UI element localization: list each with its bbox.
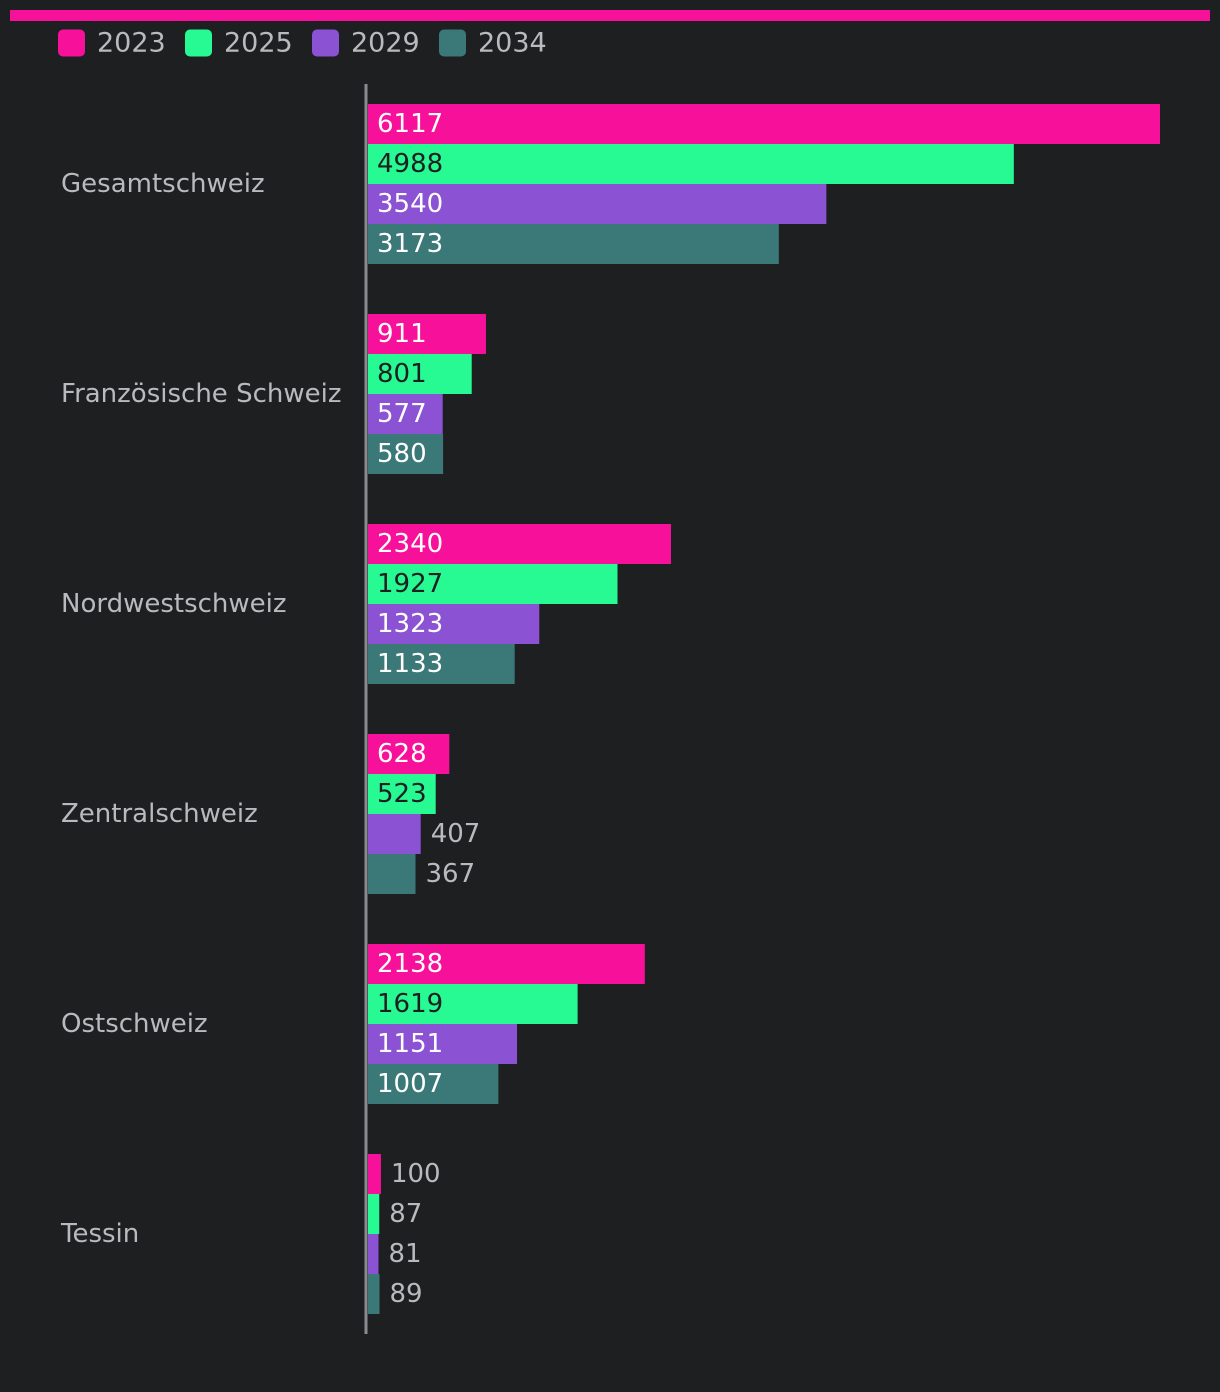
bar-ostschweiz-2034 xyxy=(368,1064,499,1104)
bar-label-zentralschweiz-2023: 628 xyxy=(377,739,427,769)
bar-label-zentralschweiz-2025: 523 xyxy=(377,779,427,809)
bar-label-ostschweiz-2034: 1007 xyxy=(377,1069,443,1099)
bar-zentralschweiz-2025 xyxy=(368,774,436,814)
bar-zentralschweiz-2029 xyxy=(368,814,421,854)
bar-nordwestschweiz-2034 xyxy=(368,644,515,684)
category-label-nordwestschweiz: Nordwestschweiz xyxy=(61,589,287,619)
bar-label-gesamtschweiz-2025: 4988 xyxy=(377,149,443,179)
legend-swatch xyxy=(439,29,466,57)
bar-label-zentralschweiz-2034: 367 xyxy=(426,859,476,889)
bar-franzosische-schweiz-2023 xyxy=(368,314,486,354)
bar-franzosische-schweiz-2029 xyxy=(368,394,443,434)
bar-gesamtschweiz-2025 xyxy=(368,144,1014,184)
legend-item-2029: 2029 xyxy=(312,28,420,59)
bar-label-ostschweiz-2023: 2138 xyxy=(377,949,443,979)
bar-zentralschweiz-2023 xyxy=(368,734,450,774)
bar-label-tessin-2034: 89 xyxy=(390,1279,423,1309)
bar-label-tessin-2025: 87 xyxy=(389,1199,422,1229)
bar-gesamtschweiz-2029 xyxy=(368,184,827,224)
category-label-franzosische-schweiz: Französische Schweiz xyxy=(61,379,341,409)
bar-gesamtschweiz-2023 xyxy=(368,104,1160,144)
bars xyxy=(368,104,1160,1314)
bar-tessin-2025 xyxy=(368,1194,380,1234)
bar-label-franzosische-schweiz-2034: 580 xyxy=(377,439,427,469)
bar-franzosische-schweiz-2034 xyxy=(368,434,444,474)
bar-tessin-2029 xyxy=(368,1234,379,1274)
bar-tessin-2023 xyxy=(368,1154,381,1194)
bar-ostschweiz-2025 xyxy=(368,984,578,1024)
legend-swatch xyxy=(185,29,212,57)
legend-swatch xyxy=(312,29,339,57)
legend-swatch xyxy=(58,29,85,57)
category-label-zentralschweiz: Zentralschweiz xyxy=(61,799,258,829)
bar-label-nordwestschweiz-2034: 1133 xyxy=(377,649,443,679)
bar-label-ostschweiz-2029: 1151 xyxy=(377,1029,443,1059)
bar-label-franzosische-schweiz-2025: 801 xyxy=(377,359,427,389)
bar-label-tessin-2023: 100 xyxy=(391,1159,441,1189)
legend-item-2034: 2034 xyxy=(439,28,547,59)
legend-label: 2029 xyxy=(351,28,420,59)
bar-gesamtschweiz-2034 xyxy=(368,224,779,264)
bar-label-nordwestschweiz-2025: 1927 xyxy=(377,569,443,599)
category-label-gesamtschweiz: Gesamtschweiz xyxy=(61,169,265,199)
bar-label-nordwestschweiz-2023: 2340 xyxy=(377,529,443,559)
bar-label-franzosische-schweiz-2023: 911 xyxy=(377,319,427,349)
category-label-tessin: Tessin xyxy=(60,1219,139,1249)
bar-zentralschweiz-2034 xyxy=(368,854,416,894)
bar-label-gesamtschweiz-2029: 3540 xyxy=(377,189,443,219)
bar-label-ostschweiz-2025: 1619 xyxy=(377,989,443,1019)
bar-nordwestschweiz-2023 xyxy=(368,524,671,564)
bar-label-zentralschweiz-2029: 407 xyxy=(431,819,481,849)
bar-label-nordwestschweiz-2029: 1323 xyxy=(377,609,443,639)
legend-item-2023: 2023 xyxy=(58,28,166,59)
top-accent-bar xyxy=(10,10,1210,21)
bar-label-gesamtschweiz-2034: 3173 xyxy=(377,229,443,259)
bar-ostschweiz-2023 xyxy=(368,944,645,984)
bar-nordwestschweiz-2029 xyxy=(368,604,540,644)
legend-label: 2023 xyxy=(97,28,166,59)
category-labels: Gesamtschweiz Französische Schweiz Nordwes… xyxy=(60,169,341,1249)
bar-franzosische-schweiz-2025 xyxy=(368,354,472,394)
category-label-ostschweiz: Ostschweiz xyxy=(61,1009,208,1039)
bar-labels: 6117 4988 3540 3173 911 801 577 580 2340 1927 1323… xyxy=(377,109,480,1309)
legend-item-2025: 2025 xyxy=(185,28,293,59)
legend: 2023 2025 2029 2034 xyxy=(58,28,547,59)
bar-tessin-2034 xyxy=(368,1274,380,1314)
bar-label-franzosische-schweiz-2029: 577 xyxy=(377,399,427,429)
bar-nordwestschweiz-2025 xyxy=(368,564,618,604)
legend-label: 2025 xyxy=(224,28,293,59)
bar-ostschweiz-2029 xyxy=(368,1024,518,1064)
legend-label: 2034 xyxy=(478,28,547,59)
bar-label-tessin-2029: 81 xyxy=(388,1239,421,1269)
bar-label-gesamtschweiz-2023: 6117 xyxy=(377,109,443,139)
